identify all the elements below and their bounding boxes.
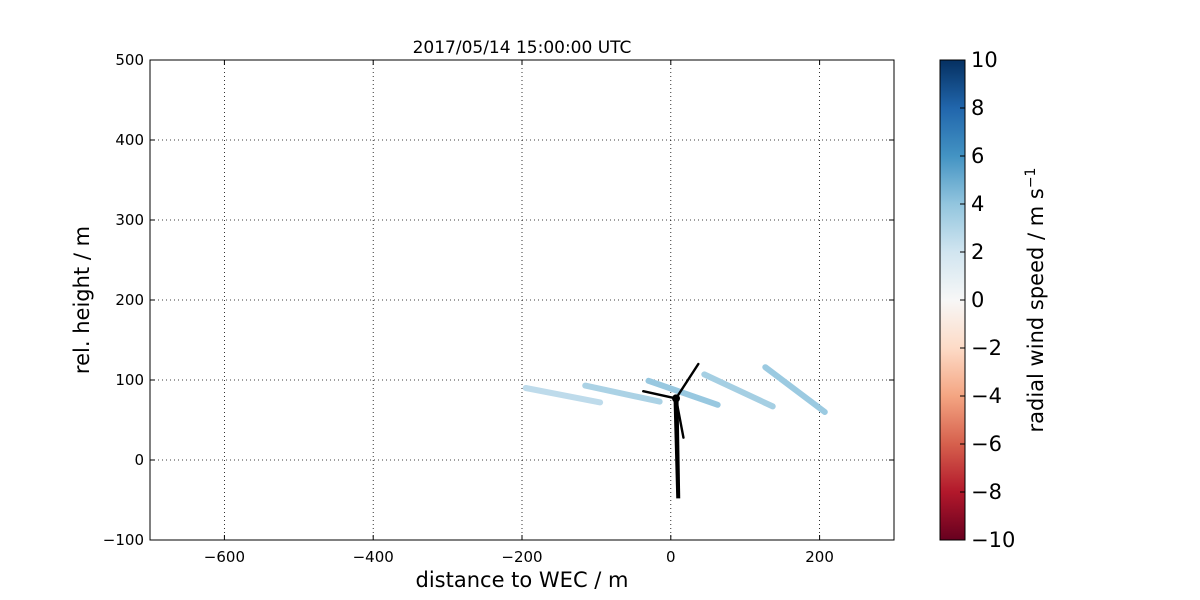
colorbar-tick-label: 10 [971,48,998,72]
y-axis-ticks: −100 0 100 200 300 400 500 [103,51,894,549]
colorbar-tick-label: 0 [971,288,984,312]
colorbar-tick-label: −4 [971,384,1002,408]
x-tick-label: 200 [805,548,834,566]
x-axis-label: distance to WEC / m [416,568,629,592]
turbine-tower [673,398,681,499]
series-layer [522,364,828,415]
colorbar-tick-label: −8 [971,480,1002,504]
wind-speed-segment [582,382,663,405]
y-tick-label: 400 [115,131,144,149]
colorbar-tick-label: 2 [971,240,984,264]
colorbar-tick-label: 4 [971,192,984,216]
x-tick-label: −200 [501,548,542,566]
colorbar-label: radial wind speed / m s−1 [1023,168,1048,433]
x-tick-label: 0 [666,548,676,566]
turbine-blade [674,397,685,439]
y-tick-label: 300 [115,211,144,229]
colorbar-tick-label: −2 [971,336,1002,360]
colorbar-tick-label: −6 [971,432,1002,456]
wind-speed-segment [762,364,828,415]
colorbar-ticks: 10 8 6 4 2 0 −2 −4 −6 −8 −10 [960,48,1015,552]
chart-title: 2017/05/14 15:00:00 UTC [413,38,632,58]
turbine-blade [642,390,678,400]
turbine-blade [674,362,700,400]
wind-speed-segment [701,371,776,410]
x-tick-label: −400 [353,548,394,566]
grid-lines [150,60,894,540]
y-axis-label: rel. height / m [70,226,94,374]
wind-speed-segment [645,377,721,408]
y-tick-label: 0 [134,451,144,469]
wind-turbine-icon [642,362,700,499]
wind-speed-segment [522,385,604,406]
y-tick-label: −100 [103,531,144,549]
x-tick-label: −600 [204,548,245,566]
y-tick-label: 100 [115,371,144,389]
x-axis-ticks: −600 −400 −200 0 200 [204,60,834,566]
y-tick-label: 500 [115,51,144,69]
colorbar-tick-label: 8 [971,96,984,120]
colorbar-tick-label: 6 [971,144,984,168]
colorbar-label-exponent: −1 [1023,168,1039,189]
turbine-hub [672,394,681,403]
colorbar-tick-label: −10 [971,528,1015,552]
y-tick-label: 200 [115,291,144,309]
